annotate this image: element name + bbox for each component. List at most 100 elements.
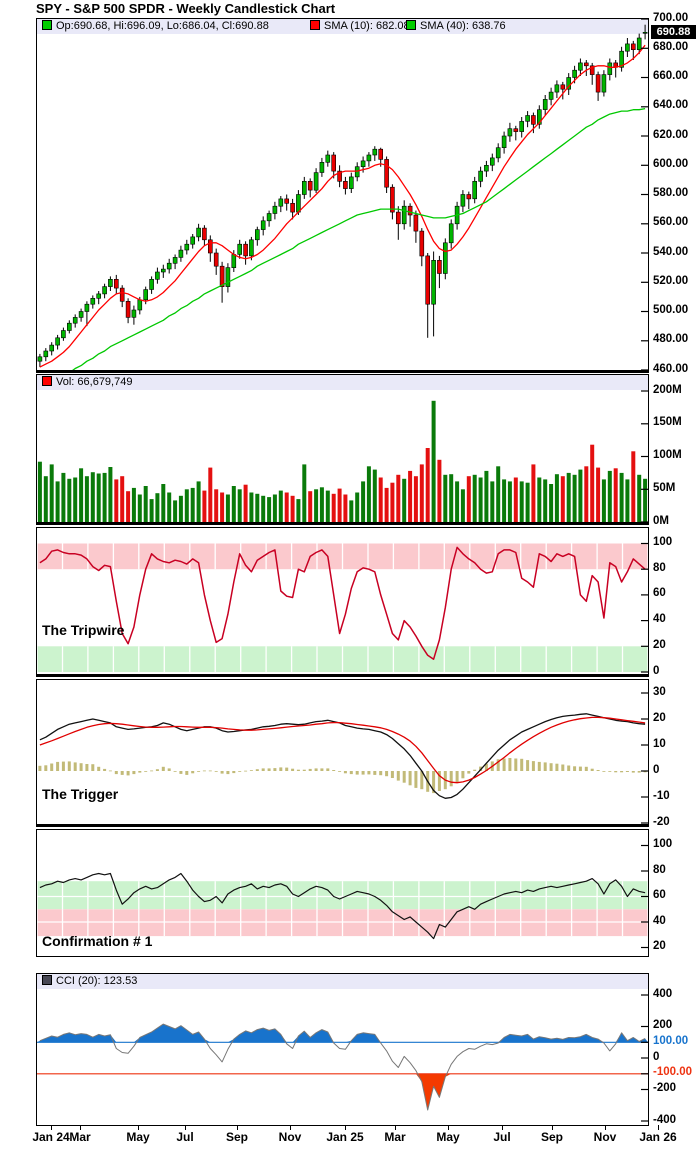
y-axis-label: 100.00 [653,1035,689,1047]
y-axis-label: 0M [653,515,669,527]
x-axis-tick [80,1125,81,1130]
tripwire-chart-canvas [37,542,648,673]
x-axis-label: Jan 25 [326,1130,364,1144]
y-axis-label: 50M [653,482,676,494]
x-axis-label: Jul [493,1130,511,1144]
y-axis-label: 480.00 [653,333,689,345]
y-axis-label: -20 [653,816,670,828]
x-axis-label: Mar [69,1130,91,1144]
x-axis-label: Nov [593,1130,617,1144]
sma10-legend: SMA (10): 682.08 [310,20,410,32]
y-axis-label: 10 [653,738,666,750]
volume-legend-label: Vol: 66,679,749 [56,376,133,388]
x-axis-label: Jan 24 [32,1130,70,1144]
tripwire-panel-title: The Tripwire [42,622,125,638]
confirmation-chart-canvas [37,844,648,949]
x-axis-tick [345,1125,346,1130]
y-axis-label: 100M [653,449,682,461]
ohlc-legend-label: Op:690.68, Hi:696.09, Lo:686.04, Cl:690.… [56,20,269,32]
y-axis-label: 680.00 [653,41,689,53]
trigger-panel: The Trigger [36,679,649,827]
y-axis-label: -10 [653,790,670,802]
y-axis-label: 460.00 [653,363,689,375]
y-axis-label: 150M [653,416,682,428]
volume-panel: Vol: 66,679,749 [36,374,649,525]
ohlc-legend: Op:690.68, Hi:696.09, Lo:686.04, Cl:690.… [42,20,269,32]
tripwire-panel: The Tripwire [36,527,649,677]
x-axis-tick [237,1125,238,1130]
sma40-legend: SMA (40): 638.76 [406,20,506,32]
y-axis-label: 100 [653,536,673,548]
x-axis-label: Jan 26 [639,1130,677,1144]
y-axis-label: 30 [653,686,666,698]
y-axis-label: 20 [653,639,666,651]
sma40-swatch-icon [406,20,416,30]
confirmation-panel: Confirmation # 1 [36,829,649,957]
ohlc-swatch-icon [42,20,52,30]
y-axis-label: 660.00 [653,70,689,82]
cci-swatch-icon [42,975,52,985]
price-panel: Op:690.68, Hi:696.09, Lo:686.04, Cl:690.… [36,18,649,373]
last-price-badge: 690.88 [651,25,696,39]
sma40-legend-label: SMA (40): 638.76 [420,20,506,32]
price-legend-strip: Op:690.68, Hi:696.09, Lo:686.04, Cl:690.… [37,19,648,34]
y-axis-label: 20 [653,712,666,724]
x-axis-tick [395,1125,396,1130]
x-axis-tick [290,1125,291,1130]
y-axis-label: 80 [653,562,666,574]
cci-legend: CCI (20): 123.53 [42,975,137,987]
y-axis-label: -200 [653,1082,677,1094]
y-axis-label: 0 [653,1051,660,1063]
x-axis-tick [51,1125,52,1130]
x-axis-tick [658,1125,659,1130]
y-axis-label: -400 [653,1114,677,1126]
y-axis-label: 600.00 [653,158,689,170]
sma10-swatch-icon [310,20,320,30]
x-axis-tick [502,1125,503,1130]
volume-swatch-icon [42,376,52,386]
y-axis-label: 40 [653,915,666,927]
volume-legend: Vol: 66,679,749 [42,376,132,388]
y-axis-label: 400 [653,988,673,1000]
x-axis-tick [185,1125,186,1130]
x-axis-tick [448,1125,449,1130]
y-axis-label: 640.00 [653,99,689,111]
x-axis-label: Sep [225,1130,248,1144]
x-axis-label: May [436,1130,460,1144]
cci-panel: CCI (20): 123.53 [36,973,649,1126]
y-axis-label: 520.00 [653,275,689,287]
trigger-panel-title: The Trigger [42,786,119,802]
y-axis-label: 60 [653,587,666,599]
y-axis-label: -100.00 [653,1066,693,1078]
y-axis-label: 620.00 [653,129,689,141]
y-axis-label: 580.00 [653,187,689,199]
y-axis-label: 0 [653,665,660,677]
trigger-chart-canvas [38,692,648,824]
candlestick-chart-canvas [37,19,648,370]
chart-title: SPY - S&P 500 SPDR - Weekly Candlestick … [36,1,336,16]
y-axis-label: 540.00 [653,246,689,258]
y-axis-label: 500.00 [653,304,689,316]
y-axis-label: 80 [653,864,666,876]
y-axis-label: 200M [653,384,682,396]
volume-chart-canvas [37,390,648,522]
y-axis-label: 40 [653,613,666,625]
x-axis-tick [138,1125,139,1130]
volume-legend-strip: Vol: 66,679,749 [37,375,648,390]
x-axis-label: Mar [384,1130,406,1144]
x-axis-label: May [126,1130,150,1144]
confirmation-panel-title: Confirmation # 1 [42,933,153,949]
x-axis-tick [552,1125,553,1130]
y-axis-label: 100 [653,838,673,850]
x-axis-label: Sep [540,1130,563,1144]
y-axis-label: 560.00 [653,216,689,228]
y-axis-label: 60 [653,889,666,901]
x-axis-label: Jul [176,1130,194,1144]
cci-legend-label: CCI (20): 123.53 [56,975,138,987]
cci-legend-strip: CCI (20): 123.53 [37,974,648,989]
y-axis-label: 700.00 [653,12,689,24]
cci-chart-canvas [37,994,648,1122]
y-axis-label: 20 [653,940,666,952]
x-axis-label: Nov [278,1130,302,1144]
